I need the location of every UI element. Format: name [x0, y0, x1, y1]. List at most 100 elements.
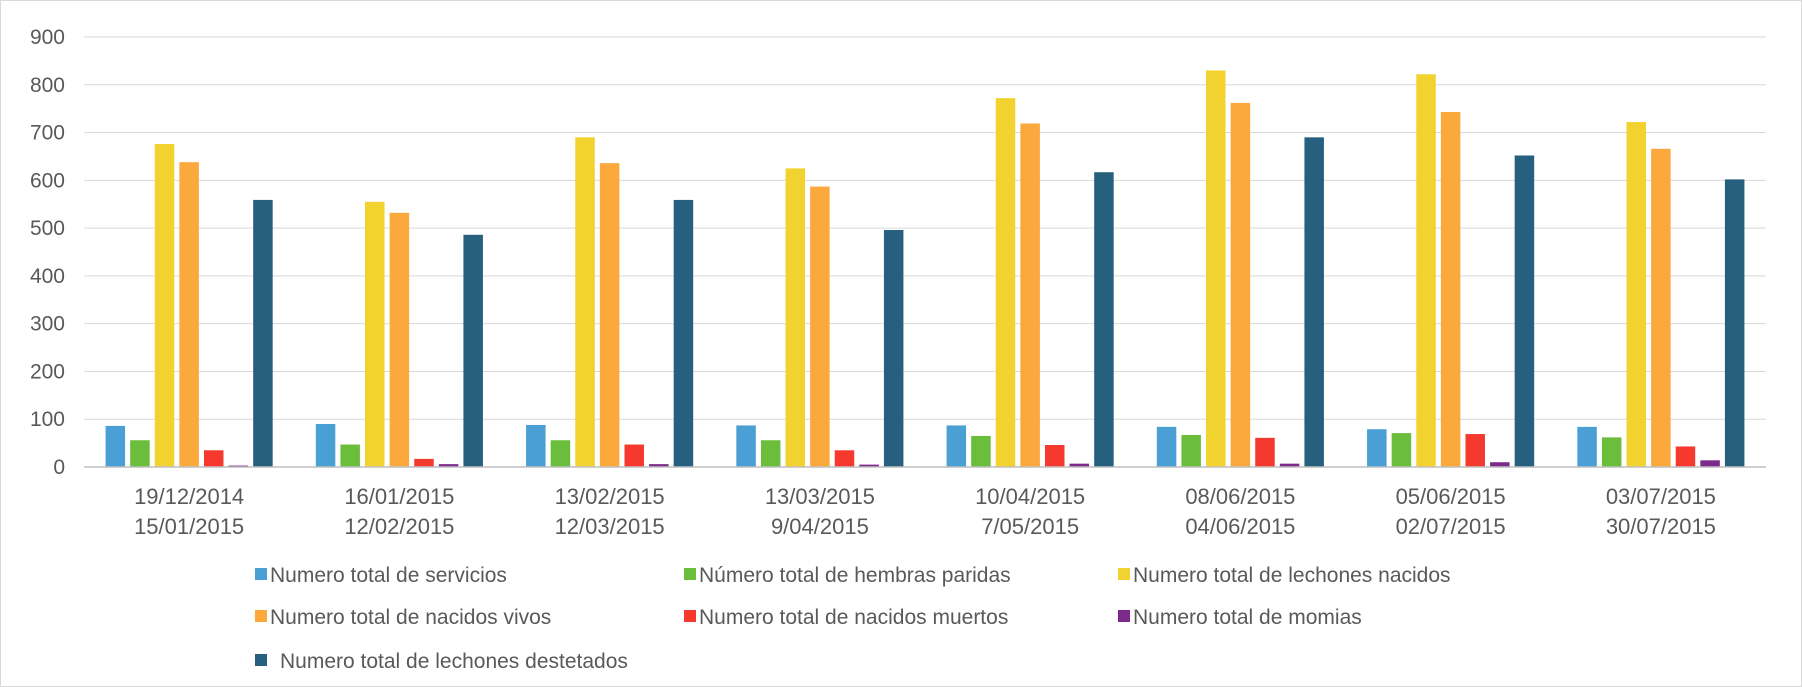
bar: [1675, 446, 1696, 467]
bar: [154, 144, 175, 467]
bar: [1020, 123, 1040, 467]
bar: [463, 234, 483, 467]
bar: [253, 199, 273, 467]
bar: [785, 168, 806, 467]
x-tick-label: 13/02/2015: [555, 484, 665, 509]
bar: [1416, 74, 1436, 468]
bar: [1440, 112, 1461, 467]
bar: [1465, 434, 1485, 467]
legend-swatch: [255, 568, 267, 580]
x-tick-label: 08/06/2015: [1185, 484, 1295, 509]
bar: [736, 425, 756, 467]
bar: [1094, 172, 1114, 467]
bar: [438, 464, 459, 467]
bar: [550, 440, 571, 467]
y-tick-label: 800: [30, 74, 65, 97]
x-tick-label: 16/01/2015: [344, 484, 454, 509]
bar: [624, 444, 644, 467]
legend-swatch: [684, 610, 696, 622]
bar: [1304, 137, 1324, 468]
x-axis-tick-labels: 19/12/2014 15/01/2015 16/01/2015 12/02/2015…: [134, 484, 1716, 539]
x-tick-label: 12/03/2015: [555, 514, 665, 539]
y-tick-label: 900: [30, 26, 65, 49]
bar: [1601, 437, 1622, 467]
bar: [1577, 426, 1597, 467]
bar: [575, 137, 595, 468]
y-tick-label: 600: [30, 169, 65, 192]
x-tick-label: 12/02/2015: [344, 514, 454, 539]
legend-swatch: [255, 610, 267, 622]
legend-entry-label: Numero total de nacidos vivos: [270, 606, 551, 629]
x-tick-label: 10/04/2015: [975, 484, 1085, 509]
bar: [883, 230, 904, 467]
bar: [834, 450, 855, 467]
bar: [673, 199, 694, 467]
legend-entry-label: Número total de hembras paridas: [699, 564, 1011, 587]
bar: [946, 425, 967, 467]
bar: [1651, 148, 1671, 468]
bar: [365, 201, 385, 468]
bar: [1230, 102, 1251, 467]
bar: [179, 162, 199, 467]
y-tick-label: 300: [30, 313, 65, 336]
bar: [1700, 460, 1720, 467]
x-tick-label: 19/12/2014: [134, 484, 244, 509]
bar: [971, 435, 991, 467]
gridlines: [84, 36, 1766, 420]
bar: [1626, 122, 1647, 468]
legend: Numero total de servicios Número total de…: [255, 564, 1451, 673]
bar: [1255, 437, 1275, 467]
bar: [1181, 434, 1201, 467]
x-tick-label: 13/03/2015: [765, 484, 875, 509]
bar: [1156, 426, 1177, 467]
x-tick-label: 7/05/2015: [981, 514, 1079, 539]
bar: [414, 458, 434, 467]
x-tick-label: 15/01/2015: [134, 514, 244, 539]
legend-swatch: [255, 654, 267, 666]
bar: [760, 440, 781, 467]
legend-entry-label: Numero total de lechones destetados: [280, 650, 628, 673]
bar: [130, 440, 150, 467]
legend-entry-label: Numero total de momias: [1133, 606, 1362, 629]
bar: [203, 450, 224, 467]
x-tick-label: 04/06/2015: [1185, 514, 1295, 539]
legend-swatch: [684, 568, 696, 580]
x-tick-label: 05/06/2015: [1396, 484, 1506, 509]
bar: [810, 186, 830, 468]
y-tick-label: 0: [53, 456, 65, 479]
bar: [1206, 70, 1226, 467]
legend-entry-label: Numero total de nacidos muertos: [699, 606, 1008, 629]
y-tick-label: 200: [30, 360, 65, 383]
legend-swatch: [1118, 610, 1130, 622]
bar: [1367, 429, 1387, 467]
bar: [1069, 463, 1090, 467]
bar: [1391, 433, 1412, 467]
x-tick-label: 03/07/2015: [1606, 484, 1716, 509]
x-tick-label: 9/04/2015: [771, 514, 869, 539]
bar: [340, 444, 360, 467]
legend-entry-label: Numero total de lechones nacidos: [1133, 564, 1451, 587]
legend-entry-label: Numero total de servicios: [270, 564, 507, 587]
x-tick-label: 02/07/2015: [1396, 514, 1506, 539]
y-tick-label: 100: [30, 408, 65, 431]
y-axis-tick-labels: 0 100 200 300 400 500 600 700 800 900: [30, 26, 65, 479]
bar: [1044, 445, 1065, 467]
x-tick-label: 30/07/2015: [1606, 514, 1716, 539]
y-tick-label: 400: [30, 265, 65, 288]
bar: [649, 464, 669, 467]
y-tick-label: 700: [30, 122, 65, 145]
bar: [1724, 179, 1745, 467]
bar: [1490, 462, 1510, 467]
bar: [1279, 463, 1300, 467]
y-tick-label: 500: [30, 217, 65, 240]
bar: [389, 212, 410, 467]
legend-swatch: [1118, 568, 1130, 580]
bar: [315, 424, 336, 467]
bar: [105, 425, 126, 467]
bars: [105, 70, 1745, 468]
bar: [599, 163, 620, 467]
bar: [995, 98, 1016, 468]
bar: [1514, 155, 1535, 467]
